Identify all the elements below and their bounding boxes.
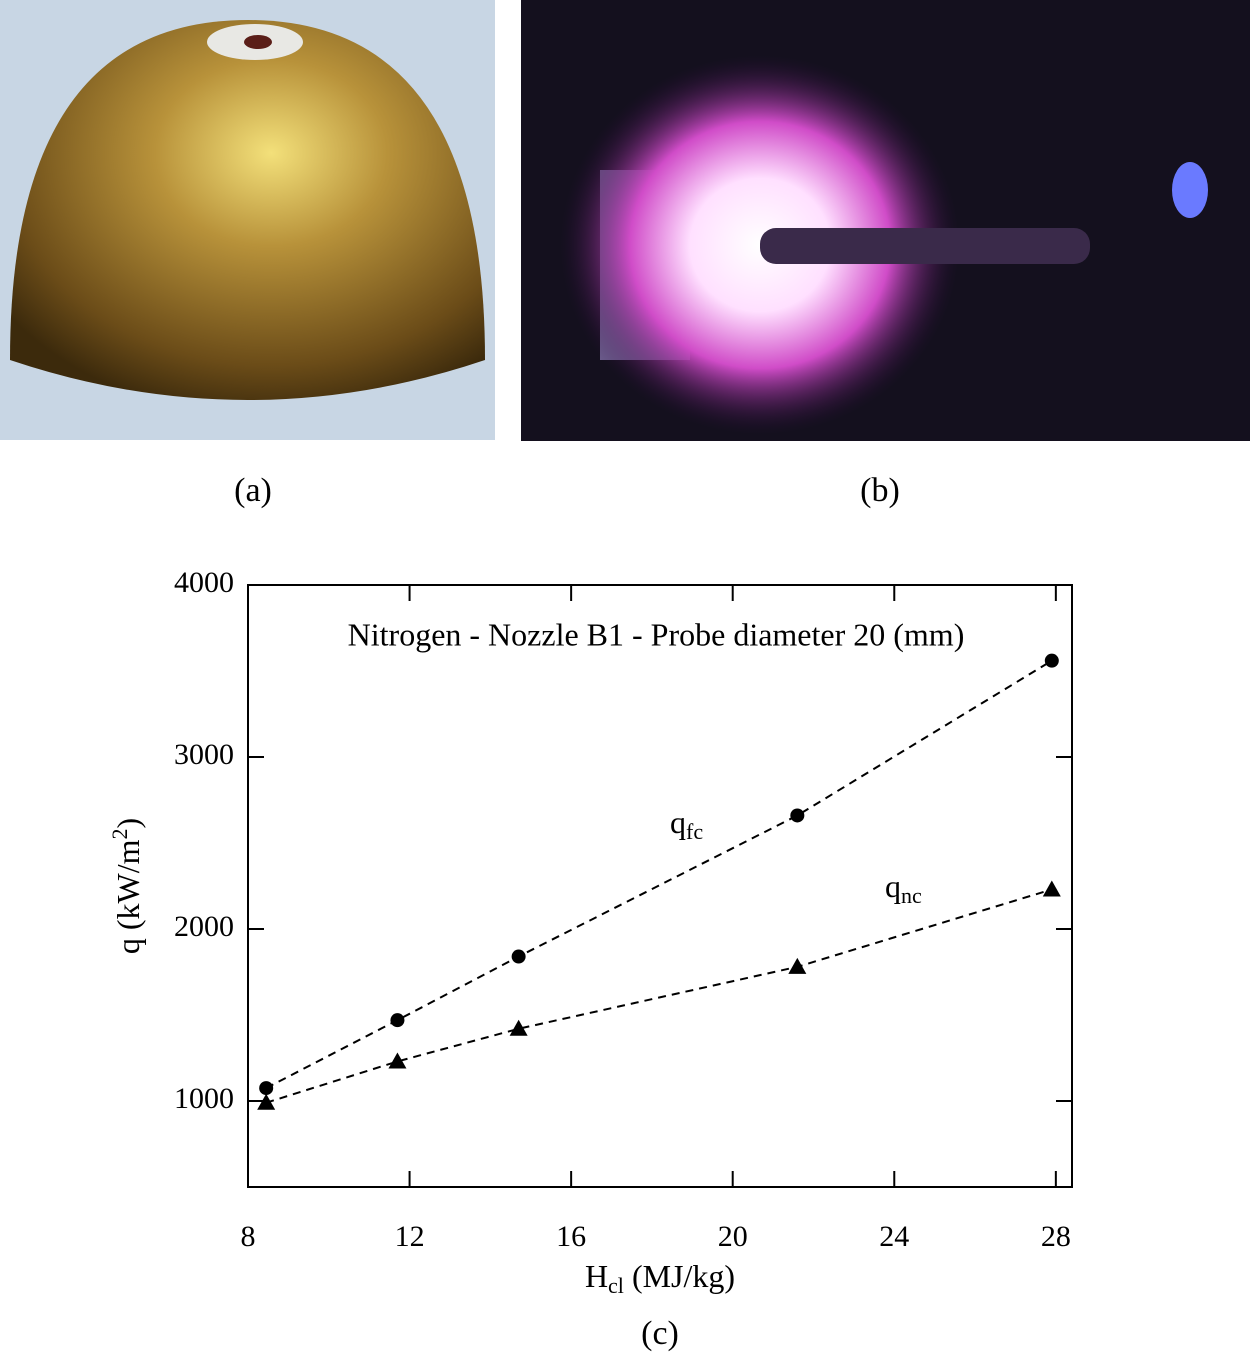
panel-label: (a) [234,472,272,509]
series-label: qnc [885,868,922,908]
x-tick-label: 20 [718,1220,748,1253]
series-label: qfc [670,804,703,844]
annotation: Nitrogen - Nozzle B1 - Probe diameter 20… [348,616,965,652]
y-tick-label: 3000 [174,738,234,771]
series-name-sub: nc [901,883,922,908]
panel-label: (c) [641,1315,679,1352]
series-line [265,659,1053,1089]
x-tick-label: 28 [1041,1220,1071,1253]
plot-frame [247,584,1073,1188]
x-tick-label: 12 [395,1220,425,1253]
marker [257,1093,276,1110]
series-name-sub: fc [686,819,703,844]
marker [509,1019,528,1036]
marker [1044,653,1059,668]
photo-b [521,0,1250,441]
marker [511,949,526,964]
x-axis-label: Hcl (MJ/kg) [585,1258,735,1298]
marker [259,1081,274,1096]
x-tick-label: 24 [879,1220,909,1253]
y-tick-label: 1000 [174,1082,234,1115]
x-tick-label: 8 [241,1220,256,1253]
photo-a [0,0,495,440]
series-line [265,888,1053,1104]
marker [788,957,807,974]
y-tick-label: 2000 [174,910,234,943]
panel-label: (b) [860,472,900,509]
y-tick-label: 4000 [174,566,234,599]
x-tick-label: 16 [556,1220,586,1253]
y-axis-label: q (kW/m2) [107,818,146,954]
series-name: q [670,804,686,840]
marker [388,1052,407,1069]
marker [790,808,805,823]
series-name: q [885,868,901,904]
marker [1042,880,1061,897]
marker [390,1013,405,1028]
